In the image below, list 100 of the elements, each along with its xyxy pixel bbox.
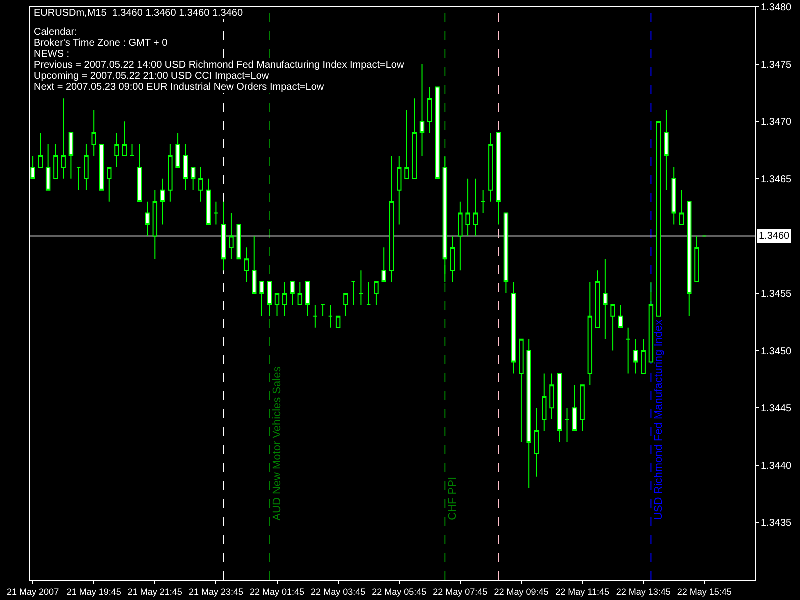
candlestick <box>320 304 326 317</box>
x-tick-label: 21 May 21:45 <box>128 586 182 597</box>
candlestick <box>511 282 516 374</box>
x-tick-label: 22 May 07:45 <box>433 586 488 597</box>
candlestick <box>435 86 440 180</box>
candlestick <box>176 132 180 168</box>
x-tick-label: 22 May 03:45 <box>311 586 366 597</box>
candlestick <box>351 282 356 306</box>
candlestick <box>313 304 318 328</box>
candlestick <box>679 190 684 226</box>
candlestick <box>305 282 310 317</box>
candlestick <box>236 224 242 260</box>
y-tick-label: 1.3470 <box>761 117 792 128</box>
y-tick-label: 1.3455 <box>761 289 792 300</box>
annotation: Calendar: <box>34 27 78 38</box>
candlestick <box>588 282 593 386</box>
y-tick-label: 1.3475 <box>761 60 792 71</box>
candlestick <box>504 212 509 294</box>
candlestick <box>382 247 386 283</box>
annotation: Next = 2007.05.23 09:00 EUR Industrial New Orders Impact=Low <box>34 82 325 93</box>
candlestick <box>190 166 196 191</box>
candlestick <box>336 316 341 328</box>
candlestick <box>442 155 448 283</box>
annotation: Upcoming = 2007.05.22 21:00 USD CCI Impact=Low <box>34 71 270 82</box>
candlestick <box>420 64 425 156</box>
y-tick-label: 1.3435 <box>761 518 792 530</box>
candlestick <box>168 144 173 202</box>
candlestick <box>68 132 74 180</box>
candlestick <box>344 293 348 317</box>
x-tick-label: 22 May 05:45 <box>372 586 427 597</box>
candlestick <box>580 384 585 432</box>
candlestick <box>519 338 524 443</box>
candlestick <box>603 258 608 340</box>
x-tick-label: 21 May 2007 <box>7 586 60 597</box>
candlestick <box>374 282 379 306</box>
candlestick <box>634 338 638 374</box>
candlestick <box>138 144 142 202</box>
candlestick <box>466 178 470 237</box>
candlestick <box>145 201 150 237</box>
candlestick <box>618 304 624 328</box>
candlestick <box>664 110 669 191</box>
candlestick <box>458 201 463 272</box>
x-tick-label: 22 May 01:45 <box>250 586 305 597</box>
x-tick-label: 21 May 23:45 <box>188 586 244 597</box>
candlestick <box>480 190 486 214</box>
candlestick <box>450 236 456 283</box>
candlestick <box>229 212 234 260</box>
candlestick <box>648 282 654 363</box>
ref-line-label: USD Richmond Fed Manufacturing Index <box>653 319 666 520</box>
candlestick <box>46 144 51 191</box>
x-tick-label: 21 May 19:45 <box>66 586 122 597</box>
candlestick <box>687 201 692 317</box>
candlestick <box>534 408 540 478</box>
candlestick <box>595 270 600 328</box>
candlestick <box>610 304 616 352</box>
candlestick <box>92 110 96 156</box>
annotation: Previous = 2007.05.22 14:00 USD Richmond Fed Manufacturing Index Impact=Low <box>34 60 405 71</box>
candlestick <box>412 98 417 180</box>
chart-title: EURUSDm,M15 1.3460 1.3460 1.3460 1.3460 <box>34 8 244 19</box>
candlestick <box>54 144 58 180</box>
ref-line-label: 1.3460 <box>759 231 790 242</box>
candlestick <box>244 247 250 283</box>
candlestick <box>526 338 532 489</box>
candlestick <box>473 178 478 237</box>
candlestick <box>626 327 631 374</box>
y-tick-label: 1.3465 <box>761 174 792 186</box>
annotation: Broker's Time Zone : GMT + 0 <box>34 38 168 49</box>
candlestick <box>274 293 280 317</box>
candlestick <box>183 144 188 191</box>
candlestick <box>152 190 158 260</box>
candlestick <box>572 384 578 432</box>
candlestick <box>38 132 44 168</box>
candlestick <box>694 236 700 283</box>
candlestick <box>389 155 394 283</box>
candlestick <box>76 166 82 191</box>
candlestick <box>641 338 646 374</box>
y-tick-label: 1.3440 <box>761 460 792 472</box>
candlestick <box>496 132 501 226</box>
candlestick <box>404 110 410 180</box>
y-tick-label: 1.3445 <box>761 404 792 415</box>
candlestick <box>282 282 288 317</box>
candlestick <box>290 282 295 306</box>
x-tick-label: 22 May 13:45 <box>616 586 671 597</box>
candlestick <box>358 270 364 306</box>
ref-line-label: CHF PPI <box>446 476 459 520</box>
candlestick <box>542 373 547 432</box>
y-tick-label: 1.3480 <box>761 2 792 14</box>
candlestick <box>160 178 166 226</box>
candlestick <box>61 98 66 180</box>
candlestick <box>557 373 562 443</box>
candlestick <box>84 144 89 191</box>
candlestick <box>122 121 127 156</box>
x-tick-label: 22 May 11:45 <box>556 586 610 597</box>
candlestick <box>214 201 219 226</box>
candlestick <box>114 132 120 168</box>
candlestick <box>298 282 303 306</box>
annotation: NEWS : <box>34 49 70 60</box>
candlestick <box>366 282 372 306</box>
ref-line-label: AUD New Motor Vehicles Sales <box>271 366 284 521</box>
candlestick <box>252 236 257 294</box>
